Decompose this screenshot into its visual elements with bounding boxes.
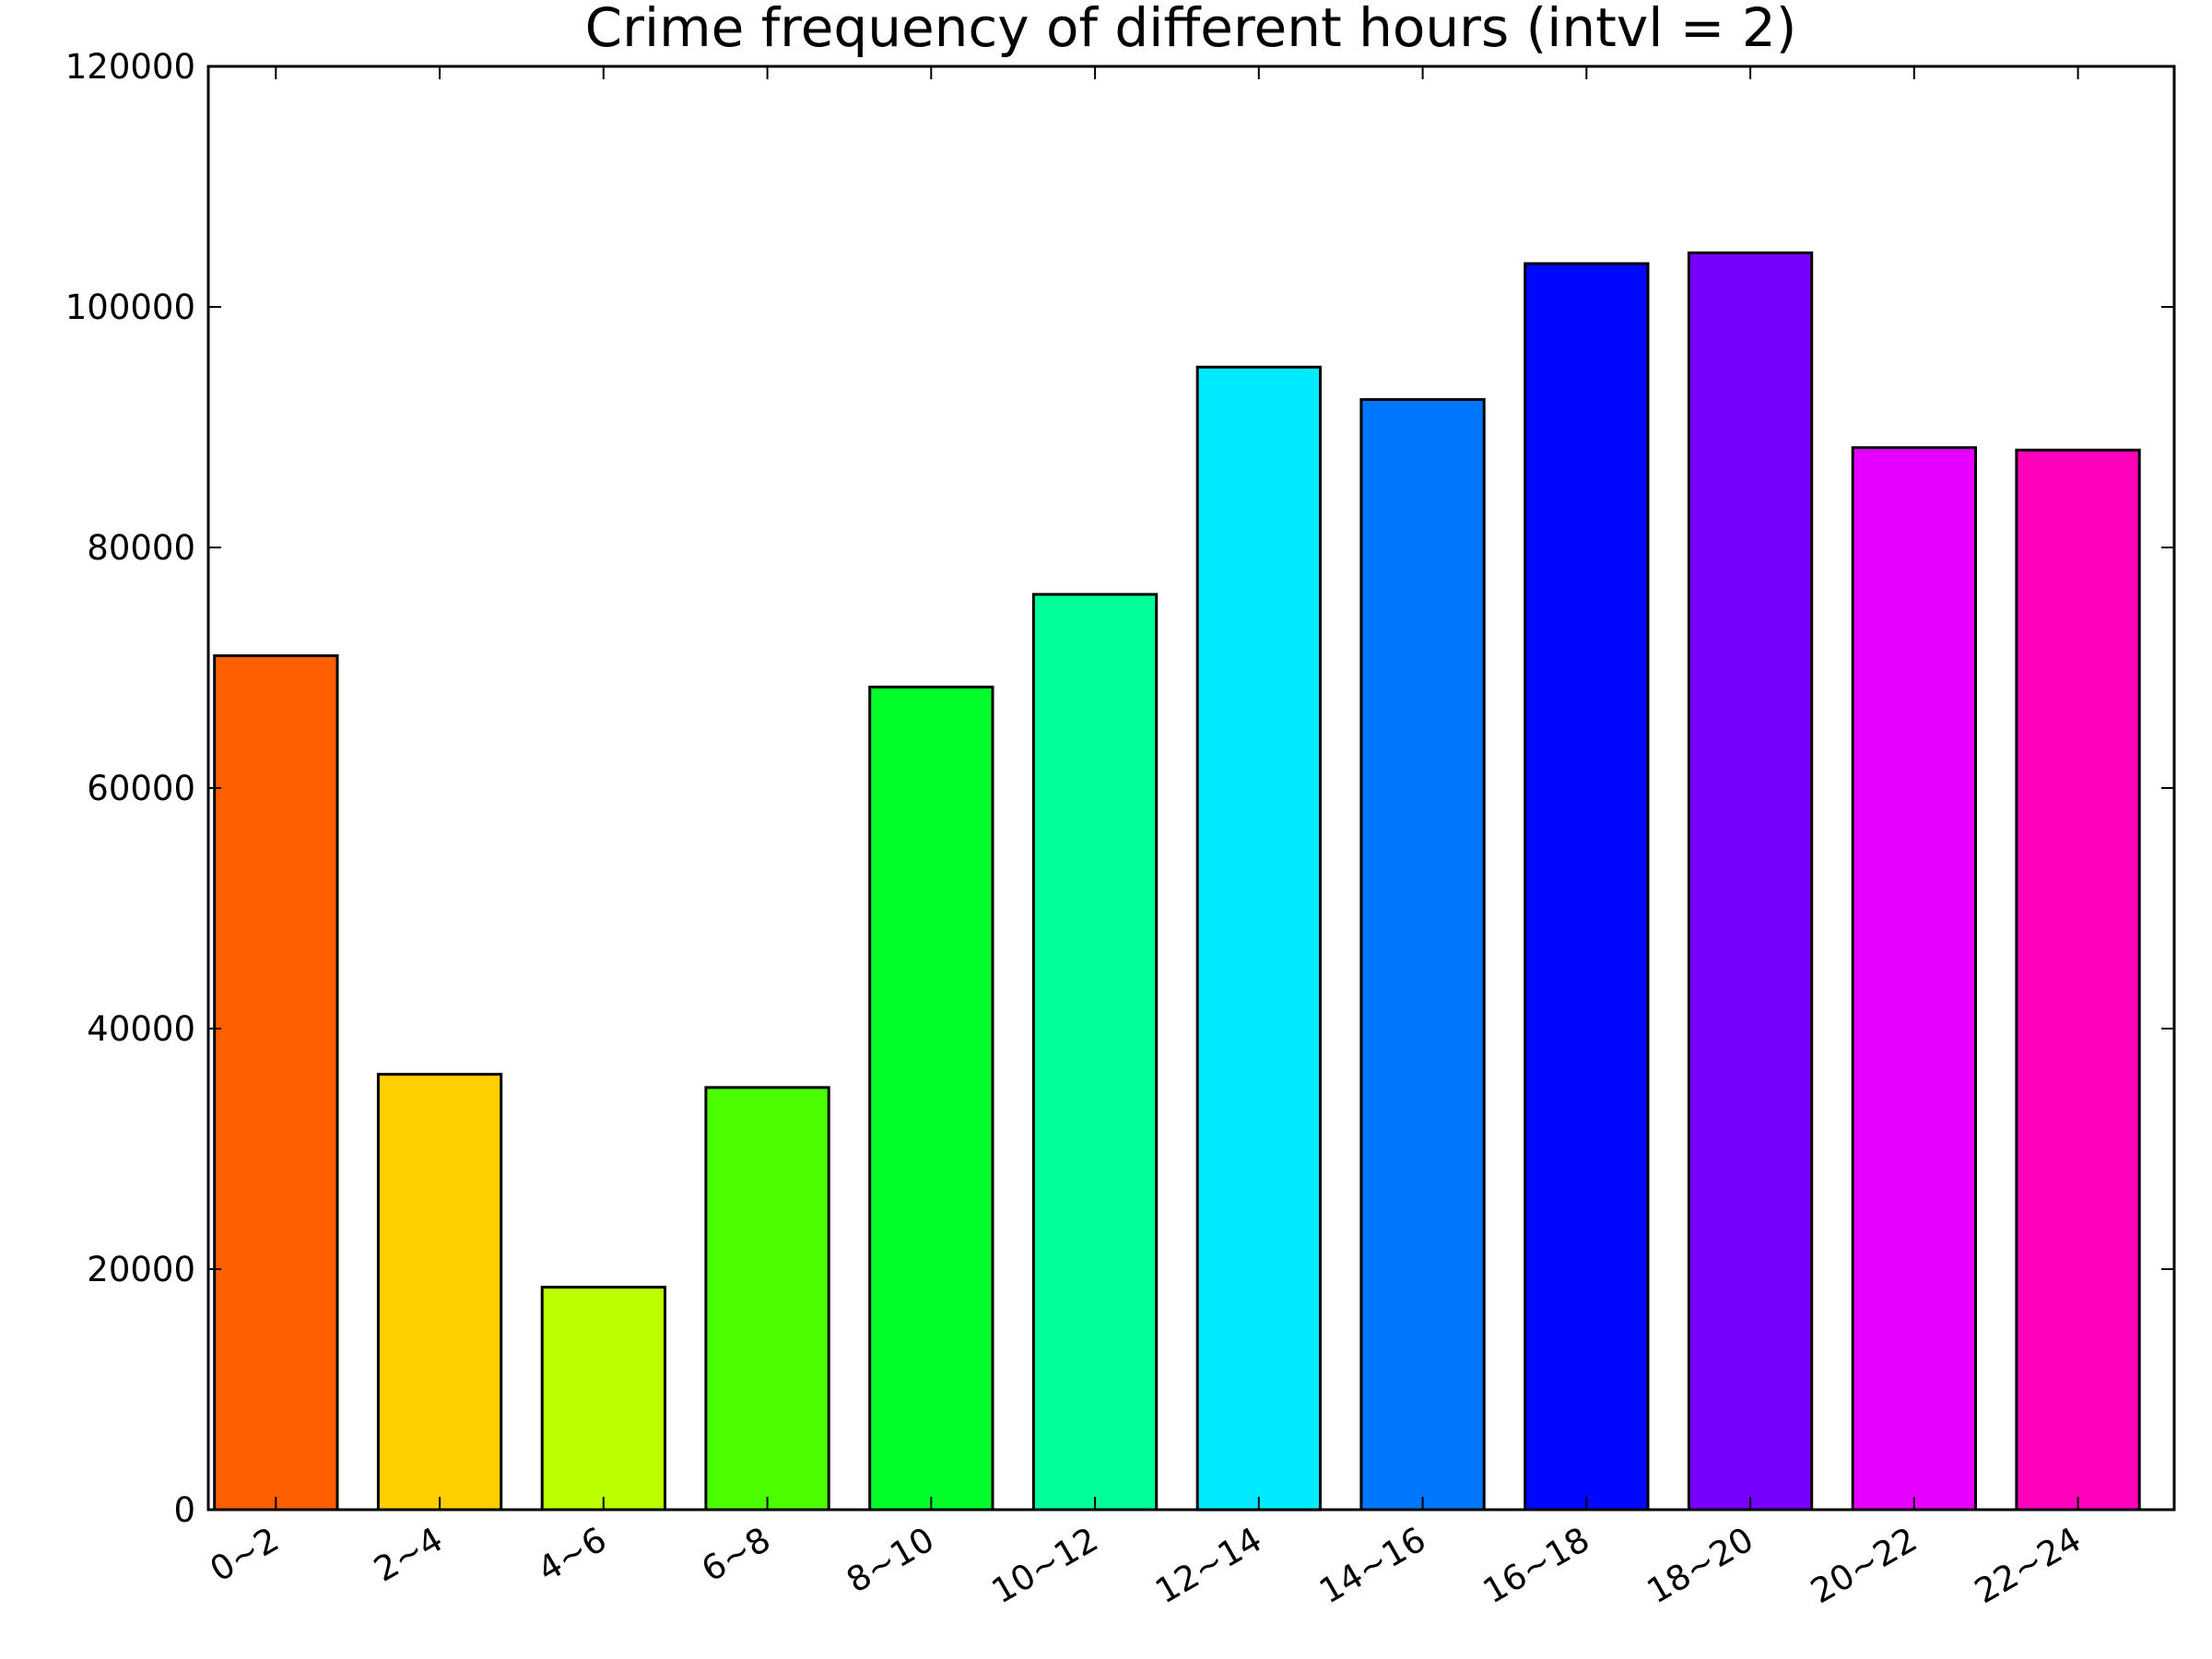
bar-10~12 bbox=[1031, 593, 1159, 1512]
y-tick-label: 80000 bbox=[87, 528, 195, 568]
bar-18~20 bbox=[1687, 251, 1814, 1512]
bar-4~6 bbox=[540, 1286, 667, 1512]
y-tick-label: 0 bbox=[173, 1490, 195, 1530]
y-tick-labels: 0 20000 40000 60000 80000 100000 120000 bbox=[65, 47, 195, 1530]
chart-title: Crime frequency of different hours (intv… bbox=[585, 0, 1797, 59]
y-tick-label: 120000 bbox=[65, 47, 195, 87]
x-tick-label: 20~22 bbox=[1804, 1520, 1924, 1612]
y-tick-label: 40000 bbox=[87, 1009, 195, 1049]
x-tick-label: 14~16 bbox=[1312, 1520, 1432, 1612]
bar-6~8 bbox=[704, 1086, 830, 1512]
x-tick-label: 4~6 bbox=[531, 1520, 613, 1590]
y-tick-label: 60000 bbox=[87, 769, 195, 808]
bar-12~14 bbox=[1195, 365, 1322, 1512]
bar-22~24 bbox=[2015, 448, 2141, 1512]
x-tick-label: 10~12 bbox=[985, 1520, 1105, 1612]
bars-layer bbox=[213, 251, 2141, 1512]
y-tick-label: 20000 bbox=[87, 1250, 195, 1289]
x-tick-label: 12~14 bbox=[1148, 1520, 1268, 1612]
bar-0~2 bbox=[213, 653, 339, 1512]
x-tick-label: 2~4 bbox=[367, 1520, 449, 1590]
plot-frame bbox=[206, 65, 2176, 1512]
x-tick-labels: 0~2 2~4 4~6 6~8 8~10 10~12 12~14 14~16 16~18 18~2… bbox=[204, 1520, 2088, 1612]
x-tick-label: 18~20 bbox=[1641, 1520, 1760, 1612]
x-tick-label: 16~18 bbox=[1477, 1520, 1596, 1612]
bar-16~18 bbox=[1524, 262, 1650, 1512]
bar-8~10 bbox=[868, 685, 994, 1512]
bar-20~22 bbox=[1851, 446, 1977, 1512]
x-tick-label: 6~8 bbox=[695, 1520, 777, 1590]
x-tick-label: 0~2 bbox=[204, 1520, 286, 1590]
x-tick-label: 22~24 bbox=[1968, 1520, 2088, 1612]
bar-2~4 bbox=[376, 1073, 503, 1512]
x-tick-label: 8~10 bbox=[840, 1520, 941, 1601]
y-tick-label: 100000 bbox=[65, 288, 195, 327]
bar-14~16 bbox=[1359, 398, 1486, 1512]
